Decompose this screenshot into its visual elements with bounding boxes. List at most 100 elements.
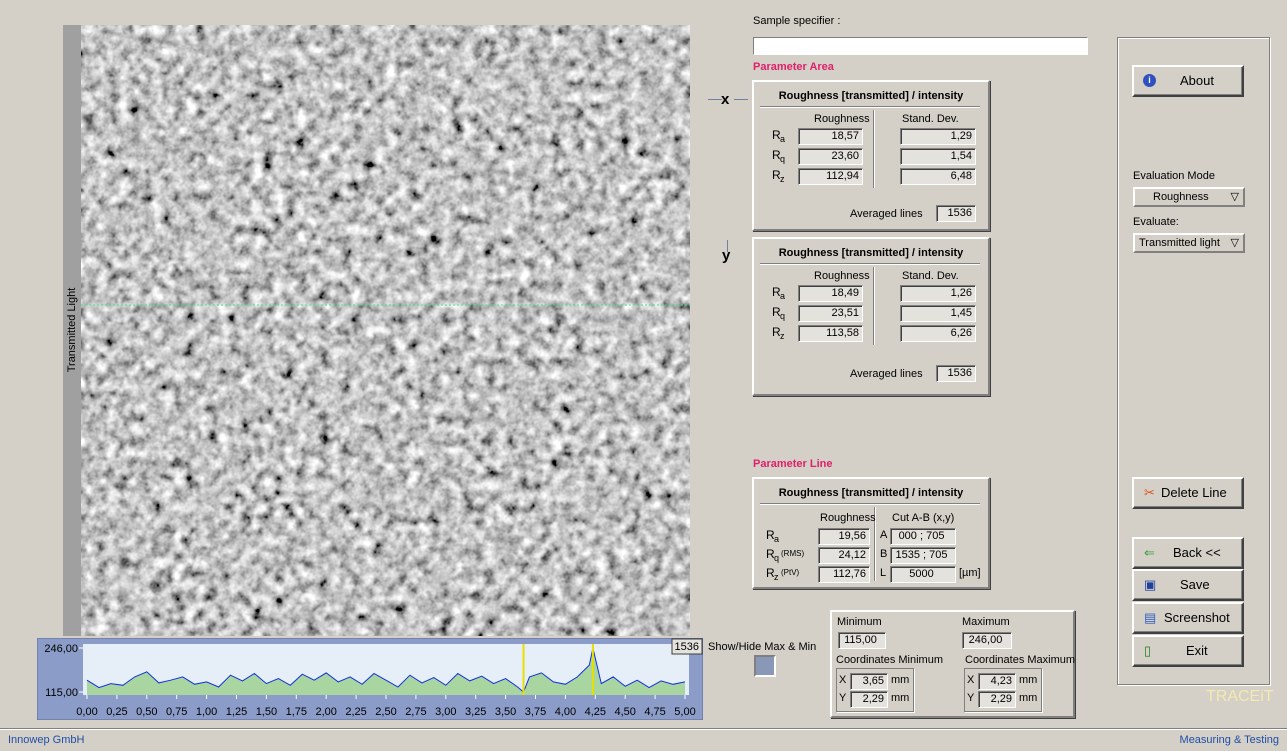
averaged-label: Averaged lines [850, 208, 923, 220]
exit-button[interactable]: ▯ Exit [1132, 635, 1244, 667]
image-label: Transmitted Light [66, 288, 78, 373]
row-subscript: z [780, 174, 785, 184]
profile-chart: 1536 246,00115,000,000,250,500,751,001,2… [37, 638, 703, 720]
evaluation-mode-value: Roughness [1153, 191, 1209, 203]
coord-value: 2,29 [978, 691, 1016, 708]
roughness-value: 112,76 [818, 566, 870, 583]
row-subscript: q [774, 553, 779, 563]
screenshot-label: Screenshot [1164, 604, 1230, 632]
evaluate-label: Evaluate: [1133, 216, 1179, 228]
std-dev-value: 1,29 [900, 128, 976, 145]
min-value: 115,00 [838, 632, 886, 649]
evaluate-value: Transmitted light [1139, 237, 1220, 249]
cut-value: 5000 [890, 566, 956, 583]
coord-value: 3,65 [850, 673, 888, 690]
evaluation-mode-label: Evaluation Mode [1133, 170, 1215, 182]
max-value: 246,00 [962, 632, 1012, 649]
x-tick-label: 3,75 [525, 706, 546, 718]
coord-axis: Y [839, 692, 846, 704]
row-subscript: z [780, 331, 785, 341]
coord-value: 2,29 [850, 691, 888, 708]
sample-specifier-input[interactable] [753, 37, 1088, 55]
show-hide-label: Show/Hide Max & Min [708, 641, 816, 653]
x-tick-label: 0,00 [76, 706, 97, 718]
coord-axis: Y [967, 692, 974, 704]
x-tick-label: 2,00 [315, 706, 336, 718]
column-header: Roughness [814, 113, 870, 125]
y-tick-label: 246,00 [44, 643, 78, 655]
row-subscript: q [780, 154, 785, 164]
coord-unit: mm [1019, 674, 1037, 686]
averaged-value: 1536 [936, 205, 976, 222]
x-tick-label: 3,00 [435, 706, 456, 718]
about-icon: i [1143, 74, 1156, 87]
screenshot-icon: ▤ [1144, 604, 1156, 632]
x-tick-label: 4,50 [614, 706, 635, 718]
roughness-value: 23,60 [798, 148, 863, 165]
std-dev-value: 1,26 [900, 285, 976, 302]
roughness-panel: Roughness [transmitted] / intensity Rough… [752, 80, 990, 231]
min-label: Minimum [837, 616, 882, 628]
cut-value: 1535 ; 705 [890, 547, 956, 564]
coord-value: 4,23 [978, 673, 1016, 690]
parameter-line-panel: Roughness [transmitted] / intensity Rough… [752, 477, 990, 589]
roughness-value: 19,56 [818, 528, 870, 545]
panel-title: Roughness [transmitted] / intensity [754, 487, 988, 499]
delete-line-label: Delete Line [1161, 479, 1227, 507]
count-label: 1536 [675, 641, 699, 653]
evaluation-mode-dropdown[interactable]: Roughness▽ [1133, 187, 1245, 207]
column-header: Stand. Dev. [902, 270, 959, 282]
back-button[interactable]: ⇐Back << [1132, 537, 1244, 569]
panel-separator [760, 503, 980, 505]
page: TRACEiT {"image": {"label": "Transmitted… [0, 0, 1287, 751]
coord-unit: mm [1019, 692, 1037, 704]
x-tick-label: 4,25 [585, 706, 606, 718]
column-header: Roughness [820, 512, 876, 524]
std-dev-value: 6,26 [900, 325, 976, 342]
panel-title: Roughness [transmitted] / intensity [754, 90, 988, 102]
row-suffix: (PtV) [781, 568, 799, 577]
row-subscript: a [780, 291, 785, 301]
parameter-area-heading: Parameter Area [753, 61, 834, 73]
roughness-value: 24,12 [818, 547, 870, 564]
averaged-label: Averaged lines [850, 368, 923, 380]
x-marker-line [708, 99, 722, 100]
app: Transmitted Light 1536 246,00115,000,000… [0, 0, 1287, 751]
x-tick-label: 2,75 [405, 706, 426, 718]
footer-left: Innowep GmbH [8, 734, 84, 746]
panel-divider [873, 110, 875, 188]
cut-key: A [880, 529, 887, 541]
show-hide-toggle[interactable] [754, 655, 776, 677]
back-label: Back << [1173, 539, 1221, 567]
save-icon: ▣ [1144, 571, 1156, 599]
save-label: Save [1180, 571, 1210, 599]
x-tick-label: 2,50 [375, 706, 396, 718]
max-label: Maximum [962, 616, 1010, 628]
cut-key: B [880, 548, 887, 560]
std-dev-value: 6,48 [900, 168, 976, 185]
exit-label: Exit [1186, 637, 1208, 665]
std-dev-value: 1,54 [900, 148, 976, 165]
delete-line-button[interactable]: ✂Delete Line [1132, 477, 1244, 509]
coord-min-label: Coordinates Minimum [836, 654, 943, 666]
x-tick-label: 4,75 [644, 706, 665, 718]
row-suffix: (RMS) [781, 549, 804, 558]
image-view: Transmitted Light [63, 25, 690, 636]
evaluate-dropdown[interactable]: Transmitted light ▽ [1133, 233, 1245, 253]
delete-icon: ✂ [1144, 479, 1155, 507]
dropdown-arrow: ▽ [1231, 235, 1239, 251]
screenshot-button[interactable]: ▤ Screenshot [1132, 602, 1244, 634]
brand: TRACEiT [1206, 688, 1274, 706]
panel-separator [760, 263, 980, 265]
exit-icon: ▯ [1144, 637, 1151, 665]
about-label: About [1180, 67, 1214, 95]
x-tick-label: 3,50 [495, 706, 516, 718]
save-button[interactable]: ▣ Save [1132, 569, 1244, 601]
column-header: Cut A-B (x,y) [892, 512, 954, 524]
column-header: Roughness [814, 270, 870, 282]
row-subscript: a [780, 134, 785, 144]
about-button[interactable]: i About [1132, 65, 1244, 97]
row-subscript: q [780, 311, 785, 321]
roughness-value: 112,94 [798, 168, 863, 185]
